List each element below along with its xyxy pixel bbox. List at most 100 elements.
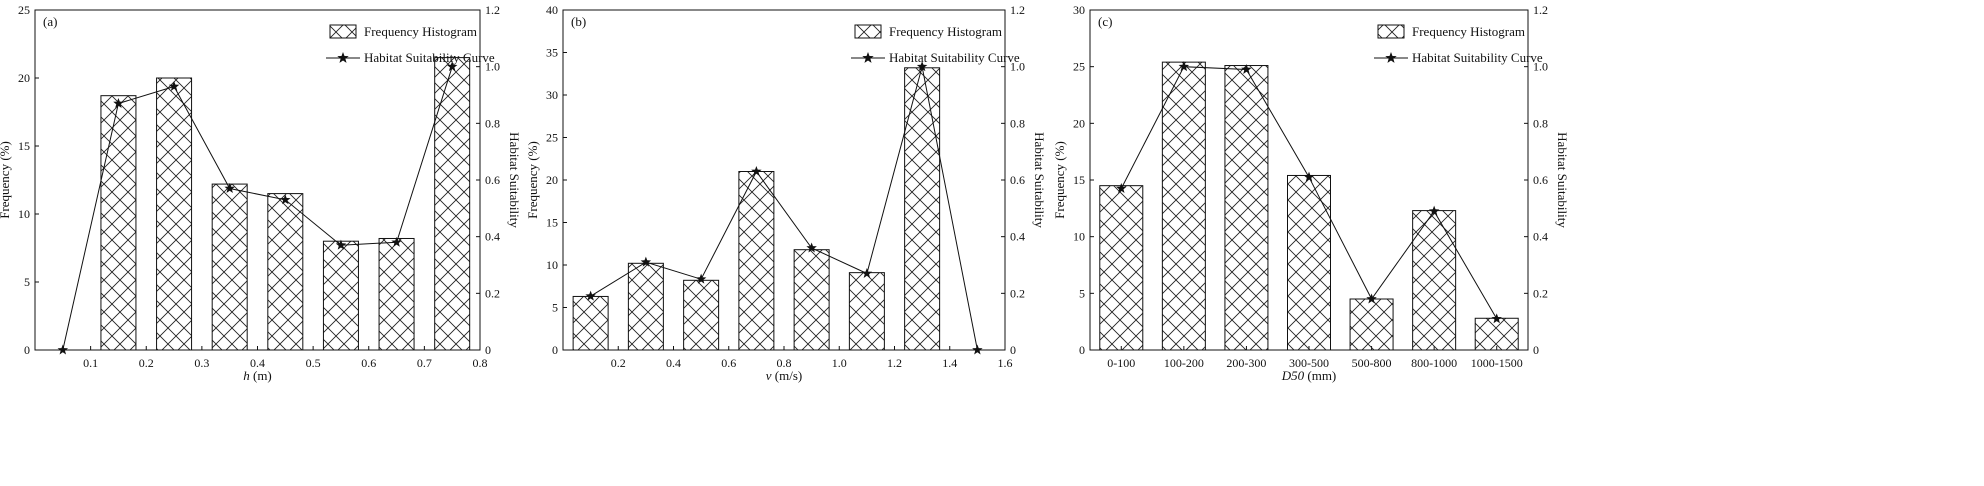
suitability-point-star: [113, 98, 124, 108]
x-axis-label: D50 (mm): [1281, 368, 1337, 383]
suitability-point-star: [806, 242, 817, 253]
suitability-point-star: [695, 273, 707, 284]
y2-tick-label: 1.0: [1010, 60, 1025, 74]
y-tick-label: 15: [1073, 173, 1085, 187]
y2-tick-label: 1.2: [1533, 3, 1548, 17]
x-tick-label: 0.8: [777, 356, 792, 370]
y2-tick-label: 0: [485, 343, 491, 357]
suitability-curve-line: [62, 66, 453, 351]
y2-tick-label: 0.6: [1010, 173, 1025, 187]
histogram-bar: [267, 193, 304, 351]
histogram-bar: [683, 279, 720, 351]
suitability-point-star: [861, 268, 873, 278]
y2-tick-label: 0.8: [485, 116, 500, 130]
histogram-bar: [793, 249, 830, 351]
legend-histogram-label: Frequency Histogram: [889, 24, 1002, 39]
y2-tick-label: 0: [1010, 343, 1016, 357]
y2-tick-label: 0.2: [1010, 286, 1025, 300]
suitability-point-star: [1241, 64, 1252, 74]
legend-curve-star-icon: [862, 52, 874, 63]
histogram-bar: [378, 237, 415, 351]
x-tick-label: 0.8: [473, 356, 488, 370]
suitability-point-star: [280, 194, 291, 205]
suitability-point-star: [446, 61, 458, 72]
x-axis-unit: (mm): [1304, 368, 1336, 383]
y-tick-label: 20: [18, 71, 30, 85]
legend-histogram-swatch: [1377, 24, 1405, 39]
y2-tick-label: 0.2: [1533, 286, 1548, 300]
suitability-point-star: [640, 256, 652, 267]
x-tick-label: 0.3: [194, 356, 209, 370]
suitability-point-star: [1303, 171, 1315, 182]
histogram-bar: [627, 262, 664, 351]
suitability-point-star: [1178, 61, 1190, 72]
x-axis-label: v (m/s): [766, 368, 802, 383]
legend-curve-label: Habitat Suitability Curve: [364, 50, 495, 65]
y2-tick-label: 0.8: [1010, 116, 1025, 130]
histogram-bar: [1474, 317, 1519, 351]
y-tick-label: 0: [24, 343, 30, 357]
y2-tick-label: 1.0: [1533, 60, 1548, 74]
y-tick-label: 0: [1079, 343, 1085, 357]
suitability-point-star: [224, 183, 235, 193]
suitability-point-star: [972, 344, 983, 355]
histogram-bar: [100, 95, 137, 351]
x-tick-label: 1000-1500: [1471, 356, 1523, 370]
suitability-curve-line: [590, 66, 978, 351]
legend-curve-star-icon: [337, 52, 349, 63]
y-tick-label: 30: [546, 88, 558, 102]
y-tick-label: 25: [18, 3, 30, 17]
x-tick-label: 0.4: [666, 356, 681, 370]
histogram-bar: [1224, 65, 1269, 351]
suitability-point-star: [1116, 183, 1127, 193]
y2-axis-label: Habitat Suitability: [507, 132, 522, 228]
x-axis-variable: v: [766, 368, 772, 383]
suitability-point-star: [391, 236, 402, 247]
legend-curve-star-icon: [1385, 52, 1397, 63]
histogram-bar: [1287, 174, 1331, 351]
y2-tick-label: 0.6: [485, 173, 500, 187]
y-tick-label: 20: [1073, 116, 1085, 130]
x-tick-label: 0.7: [417, 356, 432, 370]
legend-histogram-swatch: [329, 24, 357, 39]
y2-tick-label: 1.2: [485, 3, 500, 17]
y-tick-label: 0: [552, 343, 558, 357]
histogram-bar: [1161, 61, 1206, 351]
histogram-bar: [211, 183, 248, 351]
y-tick-label: 35: [546, 46, 558, 60]
histogram-bar: [434, 57, 471, 351]
y-tick-label: 5: [24, 275, 30, 289]
y-tick-label: 10: [546, 258, 558, 272]
x-axis-label: h (m): [243, 368, 272, 383]
legend-curve-label: Habitat Suitability Curve: [1412, 50, 1543, 65]
y2-axis-label: Habitat Suitability: [1032, 132, 1047, 228]
x-tick-label: 1.0: [832, 356, 847, 370]
y-tick-label: 40: [546, 3, 558, 17]
legend-histogram-label: Frequency Histogram: [1412, 24, 1525, 39]
histogram-bar: [904, 67, 941, 351]
x-axis-variable: D50: [1281, 368, 1305, 383]
legend-histogram-swatch: [854, 24, 882, 39]
legend-curve-label: Habitat Suitability Curve: [889, 50, 1020, 65]
x-axis-unit: (m/s): [772, 368, 803, 383]
y-tick-label: 15: [18, 139, 30, 153]
histogram-bar: [848, 272, 885, 351]
chart-panel-1: 0 5 10 15 20 25 30 35 40 0 0.2 0.4 0.6 0.8 1.0 1.2 0.2 0.…: [525, 3, 1047, 383]
histogram-bar: [156, 77, 193, 351]
y-tick-label: 10: [1073, 230, 1085, 244]
x-tick-label: 0.6: [361, 356, 376, 370]
suitability-point-star: [168, 81, 180, 91]
y2-tick-label: 1.2: [1010, 3, 1025, 17]
y-axis-label: Frequency (%): [0, 141, 12, 219]
histogram-bar: [572, 295, 609, 351]
y-tick-label: 25: [546, 131, 558, 145]
y-tick-label: 5: [1079, 286, 1085, 300]
y2-tick-label: 0.2: [485, 286, 500, 300]
y-tick-label: 20: [546, 173, 558, 187]
x-tick-label: 0-100: [1107, 356, 1135, 370]
x-tick-label: 0.2: [611, 356, 626, 370]
y-tick-label: 25: [1073, 60, 1085, 74]
suitability-point-star: [751, 166, 762, 176]
x-tick-label: 0.6: [721, 356, 736, 370]
